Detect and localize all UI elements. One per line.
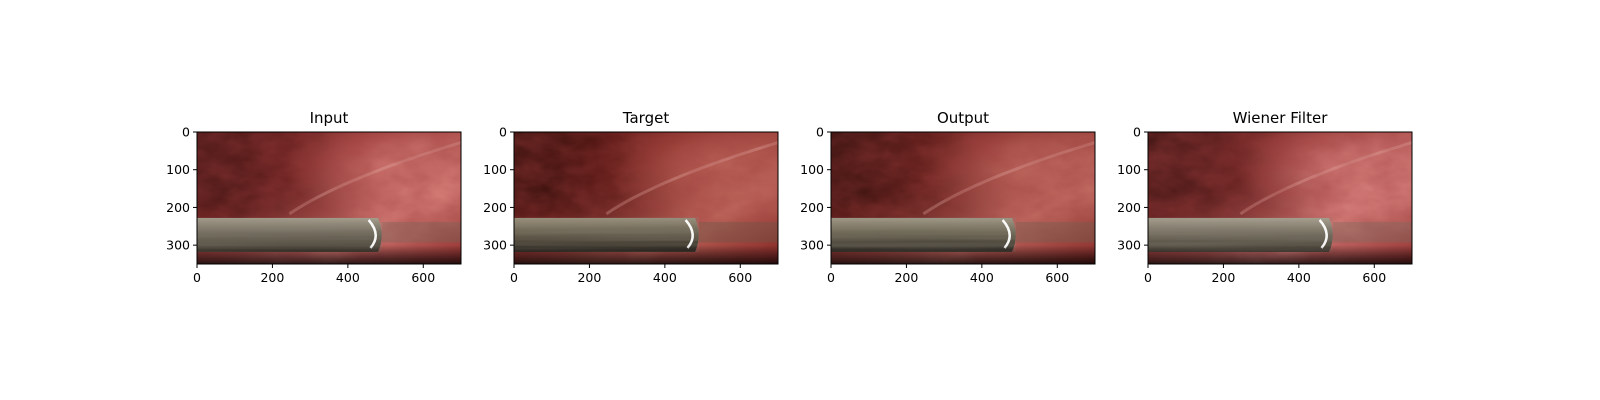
x-tick-label: 0 (510, 270, 518, 285)
x-tick-label: 600 (411, 270, 435, 285)
y-tick-label: 300 (800, 238, 824, 253)
x-tick-label: 400 (653, 270, 677, 285)
x-tick-label: 400 (1287, 270, 1311, 285)
panel-input: Input 0 200 400 600 0 100 200 300 (166, 109, 462, 285)
y-tick-label: 300 (166, 238, 190, 253)
axes-frame (513, 131, 779, 265)
panel-image (831, 132, 1095, 264)
panel-image (1148, 132, 1412, 264)
y-tick-label: 100 (483, 162, 507, 177)
y-tick-label: 300 (483, 238, 507, 253)
x-tick-label: 200 (260, 270, 284, 285)
panel-title: Target (622, 109, 670, 127)
panel-title: Output (937, 109, 989, 127)
x-tick-label: 600 (1045, 270, 1069, 285)
x-tick-label: 200 (577, 270, 601, 285)
y-tick-label: 200 (800, 200, 824, 215)
x-tick-label: 0 (193, 270, 201, 285)
y-tick-label: 300 (1117, 238, 1141, 253)
panel-target: Target 0 200 400 600 0 100 200 300 (483, 109, 779, 285)
y-tick-label: 0 (1133, 125, 1141, 140)
x-tick-label: 200 (894, 270, 918, 285)
panel-output: Output 0 200 400 600 0 100 200 300 (800, 109, 1096, 285)
x-tick-label: 200 (1211, 270, 1235, 285)
axes-frame (1147, 131, 1413, 265)
panel-title: Input (310, 109, 349, 127)
panel-image (197, 132, 461, 264)
axes-frame (196, 131, 462, 265)
x-tick-label: 600 (728, 270, 752, 285)
x-tick-label: 400 (970, 270, 994, 285)
panel-title: Wiener Filter (1233, 109, 1329, 127)
x-tick-label: 0 (1144, 270, 1152, 285)
panel-image (514, 132, 778, 264)
y-tick-label: 100 (800, 162, 824, 177)
panel-wiener: Wiener Filter 0 200 400 600 0 100 200 300 (1117, 109, 1413, 285)
y-tick-label: 0 (499, 125, 507, 140)
y-tick-label: 100 (1117, 162, 1141, 177)
y-tick-label: 0 (182, 125, 190, 140)
y-tick-label: 200 (1117, 200, 1141, 215)
x-tick-label: 0 (827, 270, 835, 285)
x-tick-label: 600 (1362, 270, 1386, 285)
y-tick-label: 200 (483, 200, 507, 215)
axes-frame (830, 131, 1096, 265)
y-tick-label: 200 (166, 200, 190, 215)
y-tick-label: 100 (166, 162, 190, 177)
y-tick-label: 0 (816, 125, 824, 140)
x-tick-label: 400 (336, 270, 360, 285)
